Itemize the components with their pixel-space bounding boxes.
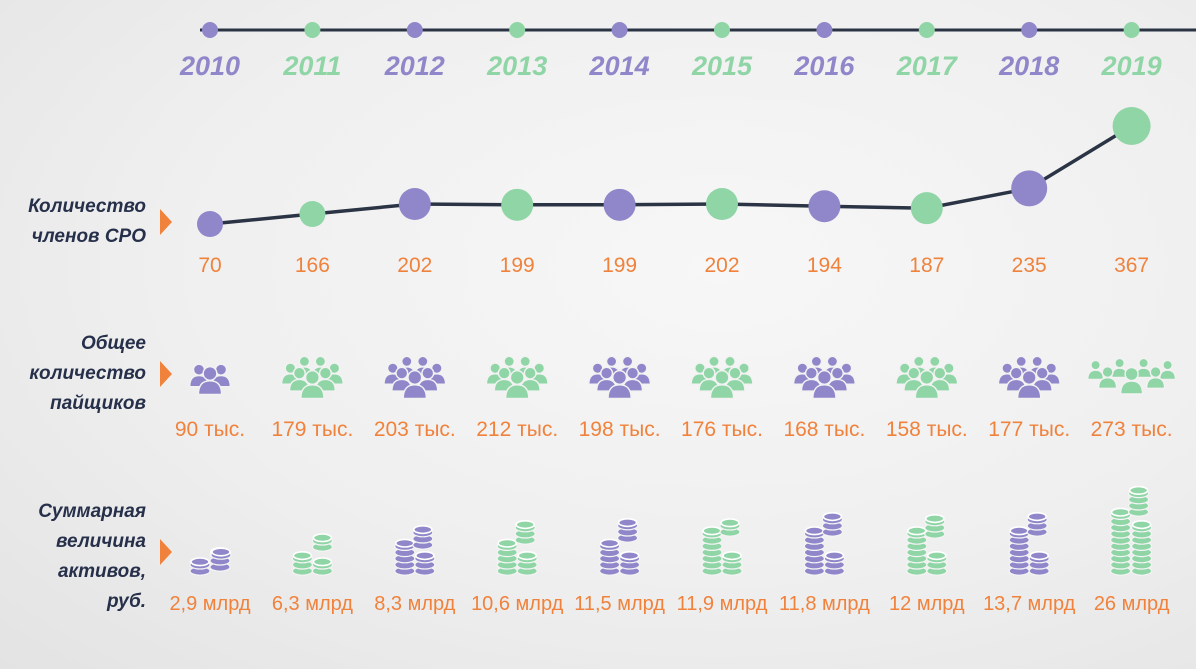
members-value-label: 187 xyxy=(909,254,944,277)
timeline-dot xyxy=(714,22,730,38)
members-label-line-2: членов СРО xyxy=(31,226,146,247)
coin-stack-icon xyxy=(701,518,743,576)
year-label: 2015 xyxy=(691,51,753,81)
people-group-icon xyxy=(485,355,549,400)
shareholders-value-label: 203 тыс. xyxy=(374,418,456,441)
year-label: 2012 xyxy=(384,51,445,81)
timeline-dot xyxy=(611,22,628,38)
members-data-point xyxy=(501,188,534,221)
assets-value-label: 2,9 млрд xyxy=(169,593,250,615)
members-series-line xyxy=(209,124,1133,226)
shareholders-value-label: 179 тыс. xyxy=(271,418,353,441)
timeline-dot xyxy=(918,22,935,38)
shareholders-value-label: 212 тыс. xyxy=(476,418,558,441)
assets-value-label: 12 млрд xyxy=(889,593,965,615)
year-label: 2018 xyxy=(998,51,1059,81)
people-group-icon xyxy=(588,355,652,400)
people-group-icon xyxy=(792,355,856,400)
year-label: 2014 xyxy=(589,51,650,81)
coin-stack-icon xyxy=(1008,511,1050,576)
members-value-label: 194 xyxy=(807,254,842,277)
timeline-dot xyxy=(1021,22,1038,38)
people-group-icon xyxy=(280,355,344,400)
year-label: 2016 xyxy=(793,51,855,81)
coin-stack-icon xyxy=(189,546,232,576)
shareholders-arrow-icon xyxy=(160,361,172,387)
shareholders-value-label: 177 тыс. xyxy=(988,418,1070,441)
year-label: 2010 xyxy=(179,51,240,81)
year-label: 2013 xyxy=(486,51,547,81)
people-group-icon xyxy=(1086,357,1177,395)
coin-stack-icon xyxy=(1109,485,1153,576)
assets-value-label: 6,3 млрд xyxy=(272,593,353,615)
assets-label-line-2: величина xyxy=(56,531,146,552)
timeline-dot xyxy=(304,22,321,38)
shareholders-value-label: 158 тыс. xyxy=(886,418,968,441)
assets-value-label: 11,5 млрд xyxy=(574,593,665,615)
members-value-label: 199 xyxy=(602,254,637,277)
coin-stack-icon xyxy=(496,519,538,576)
members-data-point xyxy=(603,188,636,221)
year-label: 2017 xyxy=(896,51,959,81)
coin-stack-icon xyxy=(291,533,333,576)
members-value-label: 235 xyxy=(1012,254,1047,277)
people-group-icon xyxy=(383,355,447,400)
members-data-point xyxy=(1112,107,1151,145)
shareholders-label-line-1: Общее xyxy=(81,333,146,354)
coin-stack-icon xyxy=(394,524,436,576)
shareholders-row-label: Общее количество пайщиков xyxy=(29,329,146,419)
members-data-point xyxy=(398,188,431,220)
timeline-dot xyxy=(816,22,833,38)
members-data-point xyxy=(910,192,943,225)
assets-value-label: 11,8 млрд xyxy=(779,593,870,615)
assets-arrow-icon xyxy=(160,539,172,565)
coin-stack-icon xyxy=(598,517,641,576)
members-row-label: Количество членов СРО xyxy=(28,192,146,252)
members-data-point xyxy=(706,188,738,220)
members-value-label: 70 xyxy=(198,254,221,277)
shareholders-value-label: 168 тыс. xyxy=(783,418,865,441)
assets-value-label: 10,6 млрд xyxy=(471,593,564,615)
members-value-label: 166 xyxy=(295,254,330,277)
members-value-label: 367 xyxy=(1114,254,1149,277)
members-value-label: 202 xyxy=(397,254,432,277)
members-data-point xyxy=(1011,170,1048,207)
assets-row-label: Суммарная величина активов, руб. xyxy=(38,497,146,617)
timeline-dot xyxy=(509,22,526,38)
people-group-icon xyxy=(690,355,754,400)
assets-value-label: 11,9 млрд xyxy=(677,593,768,615)
members-data-point xyxy=(299,201,326,227)
people-group-icon xyxy=(997,355,1061,400)
year-label: 2011 xyxy=(282,51,341,81)
assets-value-label: 13,7 млрд xyxy=(983,593,1076,615)
shareholders-value-label: 273 тыс. xyxy=(1091,418,1173,441)
assets-label-line-4: руб. xyxy=(107,591,146,612)
shareholders-value-label: 176 тыс. xyxy=(681,418,763,441)
assets-value-label: 26 млрд xyxy=(1094,593,1170,615)
people-group-icon xyxy=(895,355,959,400)
timeline-dot xyxy=(1123,22,1140,38)
shareholders-value-label: 198 тыс. xyxy=(579,418,661,441)
timeline-dot xyxy=(202,22,218,38)
year-label: 2019 xyxy=(1101,51,1162,81)
members-value-label: 202 xyxy=(704,254,739,277)
coin-stack-icon xyxy=(803,511,846,576)
assets-value-label: 8,3 млрд xyxy=(374,593,455,615)
members-arrow-icon xyxy=(160,209,172,235)
shareholders-label-line-2: количество xyxy=(29,363,146,384)
members-value-label: 199 xyxy=(500,254,535,277)
people-group-icon xyxy=(188,363,232,396)
coin-stack-icon xyxy=(906,513,948,576)
shareholders-label-line-3: пайщиков xyxy=(50,393,146,414)
members-data-point xyxy=(808,190,841,223)
shareholders-value-label: 90 тыс. xyxy=(175,418,245,441)
timeline-dot xyxy=(406,22,423,38)
assets-label-line-1: Суммарная xyxy=(38,501,146,522)
members-label-line-1: Количество xyxy=(28,196,146,217)
assets-label-line-3: активов, xyxy=(57,561,146,582)
members-data-point xyxy=(197,211,223,237)
